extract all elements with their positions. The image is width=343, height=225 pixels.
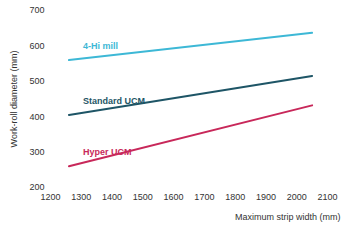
svg-text:300: 300	[29, 147, 44, 157]
svg-text:400: 400	[29, 112, 44, 122]
svg-text:2000: 2000	[287, 192, 307, 202]
svg-text:1700: 1700	[194, 192, 214, 202]
svg-text:Hyper UCM: Hyper UCM	[83, 147, 132, 157]
svg-text:1300: 1300	[71, 192, 91, 202]
svg-text:Maximum strip width (mm): Maximum strip width (mm)	[235, 212, 341, 222]
svg-text:600: 600	[29, 41, 44, 51]
svg-text:700: 700	[29, 5, 44, 15]
svg-text:200: 200	[29, 182, 44, 192]
svg-text:1500: 1500	[133, 192, 153, 202]
svg-text:500: 500	[29, 76, 44, 86]
svg-text:2100: 2100	[317, 192, 337, 202]
svg-text:1900: 1900	[256, 192, 276, 202]
svg-text:1200: 1200	[40, 192, 60, 202]
svg-text:1800: 1800	[225, 192, 245, 202]
svg-text:4-Hi mill: 4-Hi mill	[83, 41, 118, 51]
svg-text:1600: 1600	[164, 192, 184, 202]
svg-text:Standard UCM: Standard UCM	[83, 96, 145, 106]
svg-text:1400: 1400	[102, 192, 122, 202]
svg-text:Work-roll diameter (mm): Work-roll diameter (mm)	[9, 51, 19, 148]
